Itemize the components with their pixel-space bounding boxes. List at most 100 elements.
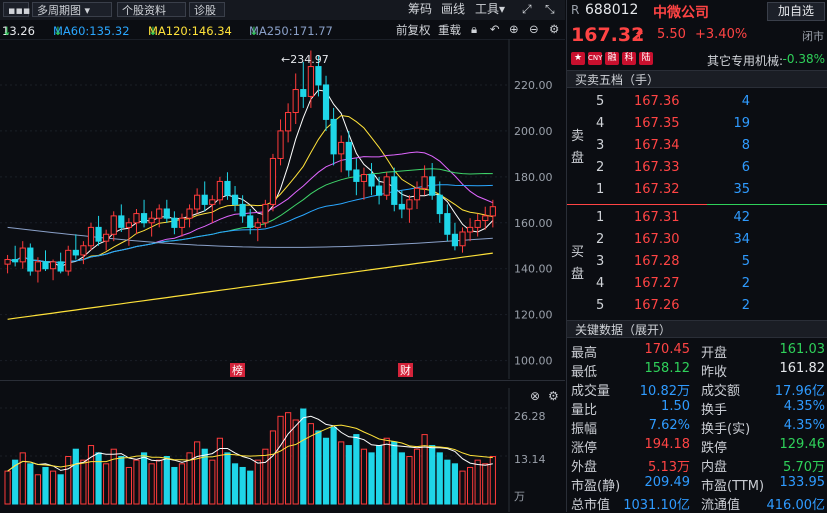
marker-finance[interactable]: 财 bbox=[398, 363, 413, 377]
candle-body bbox=[421, 176, 428, 189]
pane-divider[interactable] bbox=[0, 380, 565, 389]
volume-bar bbox=[148, 463, 155, 505]
candle-body bbox=[444, 213, 451, 235]
level-price: 167.32 bbox=[634, 182, 680, 197]
shrink-icon[interactable]: ⤡ bbox=[545, 2, 555, 16]
marker-ranking[interactable]: 榜 bbox=[230, 363, 245, 377]
tag-star-market[interactable]: 科 bbox=[622, 52, 636, 65]
reload-button[interactable]: 重载 bbox=[438, 23, 461, 37]
ask-row[interactable]: 4 167.35 19 bbox=[567, 116, 827, 136]
keydata-label: 流通值 bbox=[701, 498, 741, 513]
level-number: 1 bbox=[596, 182, 605, 197]
keydata-value: 4.35% bbox=[783, 399, 825, 414]
chip-button[interactable]: 筹码 bbox=[408, 2, 433, 16]
candle-body bbox=[216, 180, 223, 201]
volume-bar bbox=[300, 408, 307, 505]
tools-button[interactable]: 工具▾ bbox=[475, 2, 505, 17]
ma-line bbox=[7, 89, 494, 268]
sell-side-label: 卖盘 bbox=[571, 126, 585, 170]
candle-body bbox=[368, 174, 375, 187]
candle-body bbox=[125, 222, 132, 228]
lock-icon[interactable]: 🔒︎ bbox=[471, 22, 478, 36]
candle-body bbox=[345, 141, 352, 171]
bid-row[interactable]: 4 167.27 2 bbox=[567, 276, 827, 296]
keydata-value: 5.70万 bbox=[783, 460, 825, 475]
keydata-row: 量比 1.50 换手 4.35% bbox=[567, 399, 827, 418]
level-price: 167.27 bbox=[634, 276, 680, 291]
high-annotation: ←234.97 bbox=[281, 53, 329, 66]
expand-icon[interactable]: ⤢ bbox=[522, 2, 532, 16]
volume-bar bbox=[4, 470, 11, 505]
zoom-out-icon[interactable]: ⊖ bbox=[529, 22, 539, 36]
gear-icon[interactable]: ⚙ bbox=[548, 389, 559, 403]
candle-body bbox=[413, 187, 421, 201]
level-number: 3 bbox=[596, 138, 605, 153]
volume-bar bbox=[186, 452, 193, 505]
industry-label[interactable]: 其它专用机械: bbox=[707, 54, 784, 68]
keydata-label: 最高 bbox=[571, 346, 598, 361]
keydata-label: 换手(实) bbox=[701, 422, 751, 437]
close-icon[interactable]: ⊗ bbox=[530, 389, 541, 403]
keydata-value: 4.35% bbox=[783, 418, 825, 433]
volume-bar bbox=[466, 466, 474, 505]
bid-book: 买盘 1 167.31 42 2 167.30 34 3 167.28 5 4 167.27 2 5 16… bbox=[567, 206, 827, 318]
candle-body bbox=[262, 203, 269, 224]
candle-body bbox=[459, 231, 466, 247]
china-flag-icon: ★ bbox=[571, 52, 585, 65]
bid-row[interactable]: 5 167.26 2 bbox=[567, 298, 827, 318]
tag-cny[interactable]: CNY bbox=[588, 52, 602, 65]
draw-line-button[interactable]: 画线 bbox=[441, 2, 466, 16]
chart-toolbar: ▪▪▪ 多周期图 ▾ 个股资料 诊股 筹码 画线 工具▾ ⤢ ⤡ bbox=[0, 0, 565, 21]
stock-info-button[interactable]: 个股资料 bbox=[117, 2, 186, 17]
level-number: 3 bbox=[596, 254, 605, 269]
keydata-row: 振幅 7.62% 换手(实) 4.35% bbox=[567, 418, 827, 437]
price-row: 167.32 🠅︎ 5.50 +3.40% 闭市 bbox=[567, 22, 827, 48]
y-tick-label: 120.00 bbox=[514, 309, 553, 322]
tag-margin[interactable]: 融 bbox=[605, 52, 619, 65]
volume-bar bbox=[194, 441, 201, 505]
ma-legend-row: 13.26 ↓ MA60:135.32 ↓ MA120:146.34 ↓ MA250:… bbox=[0, 20, 565, 40]
price-change: 5.50 bbox=[657, 27, 686, 42]
ask-row[interactable]: 2 167.33 6 bbox=[567, 160, 827, 180]
bid-row[interactable]: 1 167.31 42 bbox=[567, 210, 827, 230]
ask-row[interactable]: 3 167.34 8 bbox=[567, 138, 827, 158]
bid-row[interactable]: 3 167.28 5 bbox=[567, 254, 827, 274]
volume-bar bbox=[118, 456, 125, 505]
ask-row[interactable]: 1 167.32 35 bbox=[567, 182, 827, 202]
level-price: 167.33 bbox=[634, 160, 680, 175]
level-volume: 35 bbox=[733, 182, 750, 197]
industry-change: -0.38% bbox=[782, 52, 825, 66]
adjust-button[interactable]: 前复权 bbox=[396, 23, 431, 37]
candle-body bbox=[163, 208, 170, 219]
orderbook-header[interactable]: 买卖五档（手） bbox=[567, 70, 827, 88]
add-watchlist-button[interactable]: 加自选 bbox=[767, 2, 825, 21]
volume-chart[interactable]: 26.28 13.14 万 bbox=[0, 388, 565, 512]
tag-connect[interactable]: 陆 bbox=[639, 52, 653, 65]
volume-bar bbox=[216, 437, 223, 505]
quote-header: R 688012 中微公司 加自选 bbox=[567, 0, 827, 22]
keydata-header[interactable]: 关键数据（展开） bbox=[567, 320, 827, 338]
candle-body bbox=[429, 176, 436, 196]
undo-icon[interactable]: ↶ bbox=[490, 22, 500, 36]
level-price: 167.28 bbox=[634, 254, 680, 269]
volume-bar bbox=[277, 415, 284, 505]
candle-body bbox=[201, 194, 208, 205]
menu-dots-icon[interactable]: ▪▪▪ bbox=[3, 2, 30, 17]
volume-bar bbox=[231, 463, 239, 505]
diagnose-button[interactable]: 诊股 bbox=[189, 2, 225, 17]
volume-bar bbox=[201, 448, 208, 505]
gear-icon[interactable]: ⚙ bbox=[549, 22, 560, 36]
keydata-label: 成交额 bbox=[701, 384, 741, 399]
candle-body bbox=[466, 226, 474, 233]
y-tick-label: 140.00 bbox=[514, 263, 553, 276]
bid-row[interactable]: 2 167.30 34 bbox=[567, 232, 827, 252]
period-button[interactable]: 多周期图 ▾ bbox=[32, 2, 112, 17]
volume-bar bbox=[406, 456, 413, 505]
volume-bar bbox=[398, 452, 405, 505]
ask-row[interactable]: 5 167.36 4 bbox=[567, 94, 827, 114]
candlestick-chart[interactable]: 220.00 200.00 180.00 160.00 140.00 120.00 100.… bbox=[0, 39, 565, 379]
candle-body bbox=[194, 194, 201, 210]
level-number: 2 bbox=[596, 232, 605, 247]
volume-bar bbox=[156, 459, 163, 505]
zoom-in-icon[interactable]: ⊕ bbox=[509, 22, 519, 36]
